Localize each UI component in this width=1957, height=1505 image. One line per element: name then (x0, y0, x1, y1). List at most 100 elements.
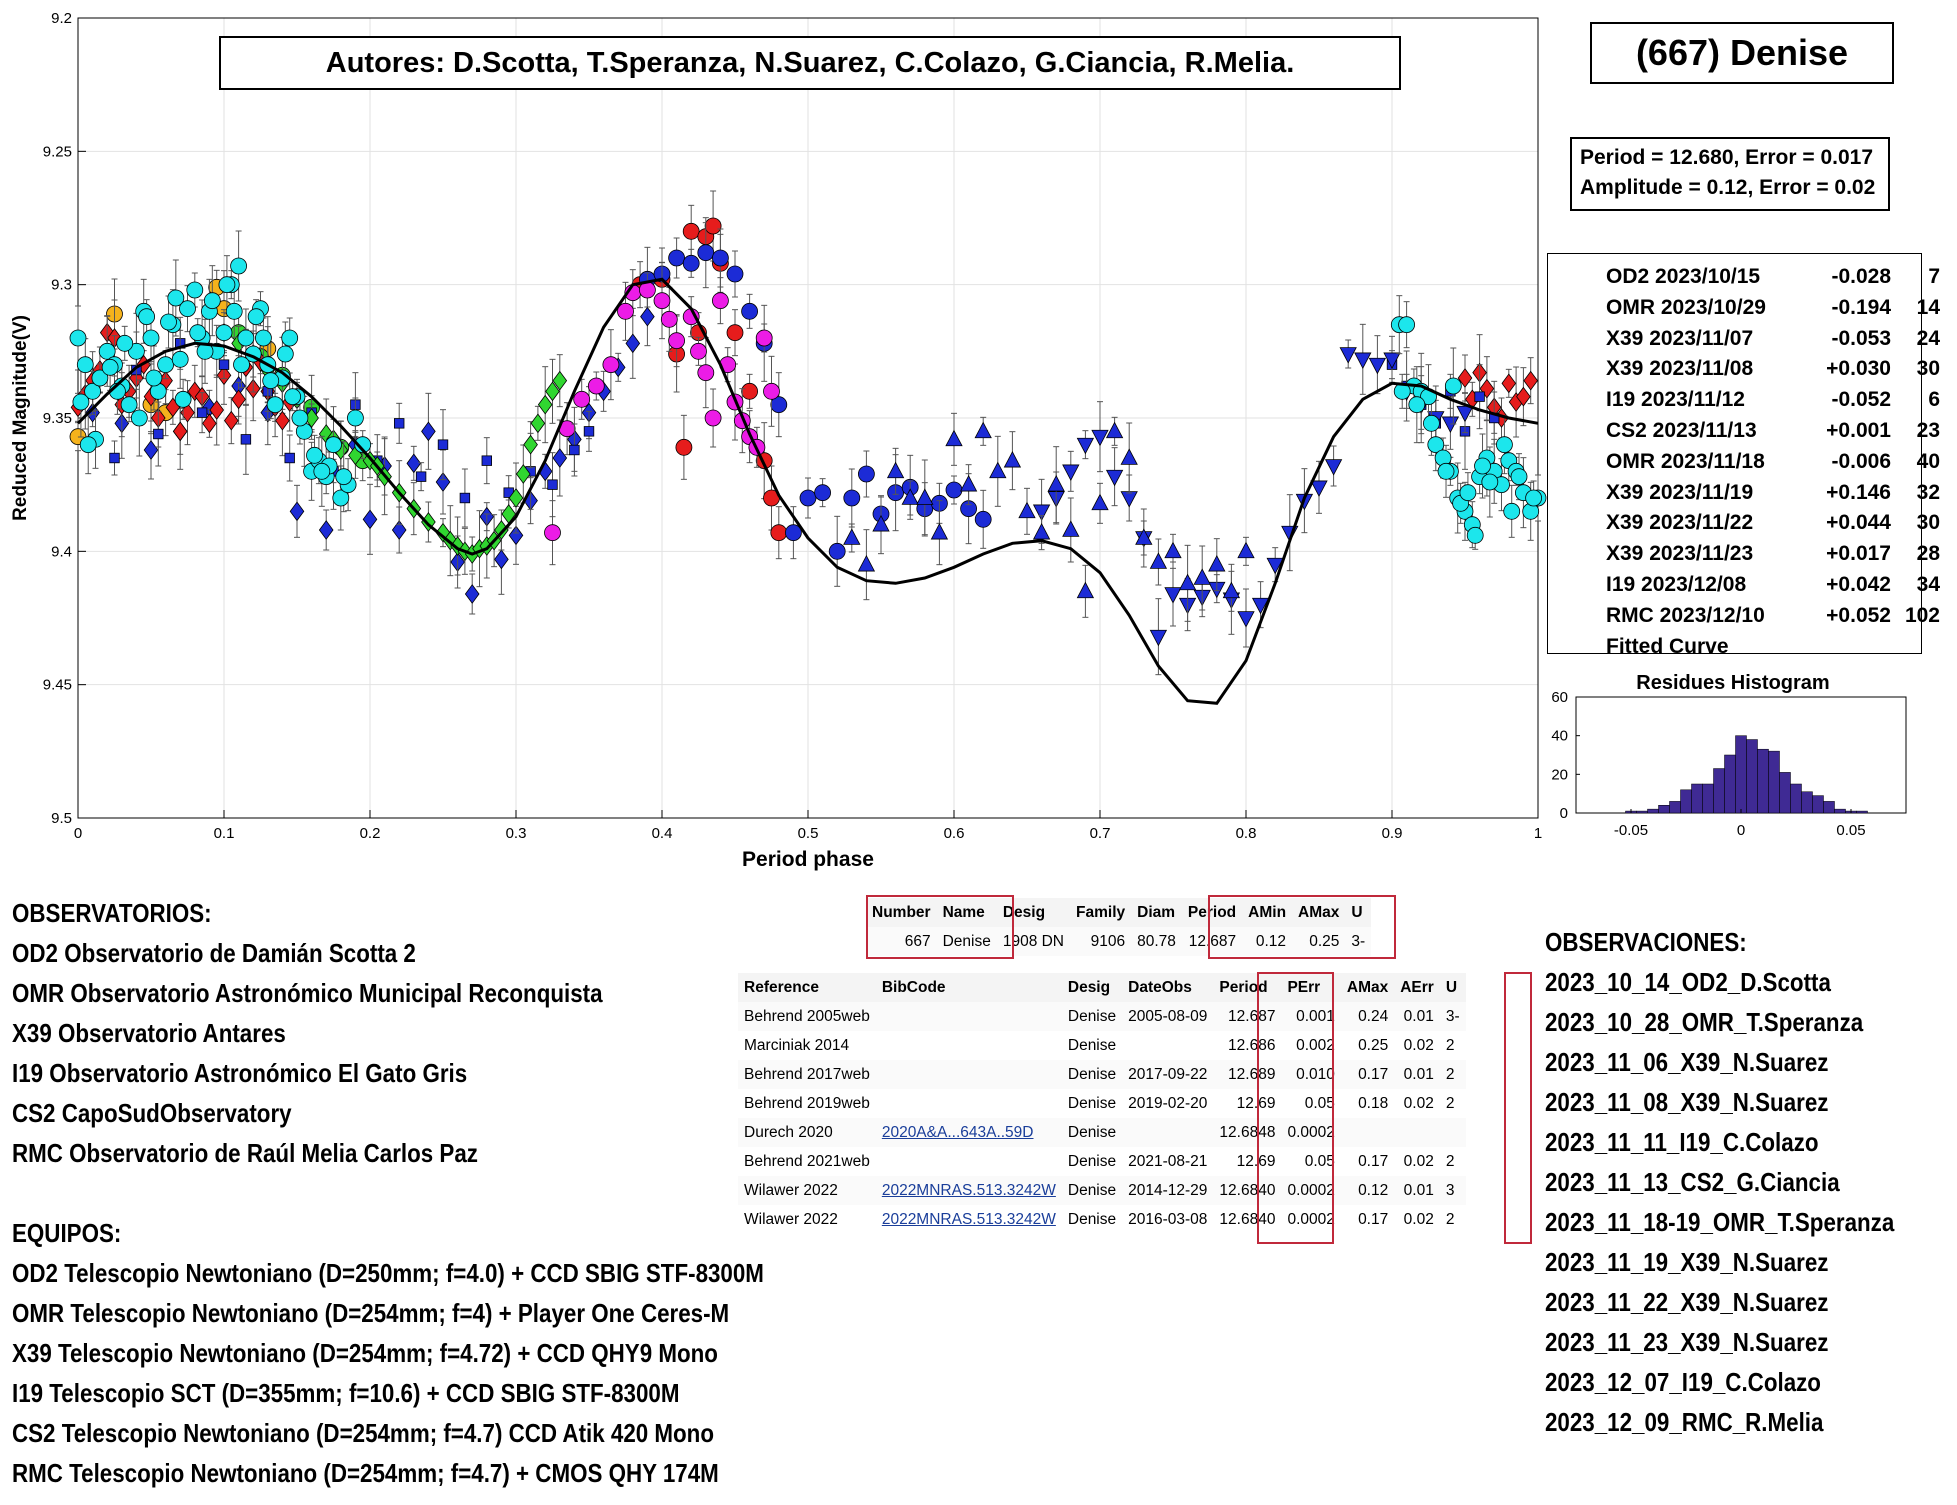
data-point (660, 310, 678, 328)
histogram-bar (1691, 783, 1703, 814)
data-point (516, 464, 531, 484)
ref-cell (876, 1031, 1062, 1060)
data-point (573, 390, 591, 408)
legend-offset: +0.042 (1826, 573, 1891, 596)
ref-cell: Denise (1067, 1036, 1117, 1054)
ref-cell: Behrend 2019web (744, 1094, 870, 1112)
ref-cell (876, 1089, 1062, 1118)
data-point (741, 382, 758, 400)
data-point (945, 481, 963, 499)
data-point (544, 524, 561, 542)
observaciones-item: 2023_12_09_RMC_R.Melia (1545, 1407, 1824, 1437)
observaciones-item: 2023_11_11_I19_C.Colazo (1545, 1127, 1819, 1157)
data-point (1178, 573, 1197, 591)
legend-offset: +0.001 (1826, 419, 1891, 442)
ref-cell: 0.01 (1394, 1002, 1440, 1031)
histogram-x-tick-label: 0.05 (1836, 822, 1865, 839)
legend-count: 102 (1904, 603, 1940, 627)
data-point (989, 461, 1007, 479)
observaciones-title: OBSERVACIONES: (1545, 927, 1747, 957)
data-point (189, 324, 207, 342)
data-point (530, 413, 546, 434)
data-point (1149, 552, 1168, 569)
data-point (91, 369, 109, 387)
legend-offset: -0.006 (1831, 449, 1891, 473)
observaciones-item: 2023_12_07_I19_C.Colazo (1545, 1367, 1821, 1397)
legend-entry: OMR 2023/11/18 -0.006 40 (1548, 447, 1940, 477)
ref-cell: 12.6848 (1213, 1118, 1282, 1147)
legend-count: 6 (1928, 388, 1940, 412)
ref-cell: 12.69 (1236, 1152, 1276, 1170)
ref-cell: 0.02 (1403, 1036, 1434, 1054)
data-point (1251, 597, 1270, 615)
data-point (1164, 587, 1182, 604)
data-point (203, 292, 221, 310)
data-point (179, 300, 196, 318)
data-point (569, 444, 580, 456)
data-point (76, 356, 94, 374)
bibcode-link[interactable]: 2020A&A...643A..59D (881, 1123, 1034, 1141)
legend-count: 34 (1916, 573, 1940, 596)
y-tick-label: 9.35 (43, 410, 72, 427)
data-point (459, 492, 471, 504)
summary-cell: 0.12 (1242, 927, 1293, 956)
equipos-item: OD2 Telescopio Newtoniano (D=250mm; f=4.… (12, 1258, 764, 1288)
legend-label: X39 2023/11/19 (1606, 480, 1754, 504)
legend-offset: +0.030 (1826, 357, 1891, 381)
data-point (828, 542, 846, 560)
data-point (974, 510, 992, 528)
data-point (481, 455, 493, 466)
equipos-item: I19 Telescopio SCT (D=355mm; f=10.6) + C… (12, 1378, 680, 1408)
data-point (230, 257, 248, 275)
data-point (1408, 396, 1426, 414)
data-point (186, 281, 204, 299)
data-point (1018, 501, 1036, 519)
legend-label: OMR 2023/11/18 (1606, 449, 1765, 473)
ref-cell: Behrend 2017web (738, 1060, 876, 1089)
data-point (209, 400, 224, 420)
ref-cell (1439, 1118, 1466, 1147)
data-point (145, 369, 163, 387)
data-point (415, 471, 427, 482)
data-point (79, 436, 97, 454)
data-point (1383, 352, 1401, 369)
data-point (1459, 484, 1477, 502)
x-tick-label: 0.7 (1090, 825, 1111, 842)
bibcode-link[interactable]: 2022MNRAS.513.3242W (881, 1210, 1056, 1228)
ref-header-cell: BibCode (875, 973, 1062, 1002)
ref-cell: 2 (1439, 1060, 1466, 1089)
data-point (332, 489, 350, 507)
data-point (1516, 386, 1531, 407)
ref-cell (1122, 1031, 1213, 1060)
data-point (1222, 581, 1241, 599)
ref-cell (875, 1002, 1062, 1031)
histogram-y-tick-label: 60 (1551, 689, 1568, 706)
histogram-bar (1680, 789, 1692, 814)
table-row: Marciniak 2014 Denise 12.686 0.002 0.25 0.02 2 (738, 1031, 1466, 1060)
data-point (770, 524, 788, 542)
data-point (785, 524, 802, 542)
data-point (1501, 373, 1517, 394)
data-point (1091, 493, 1109, 511)
data-point (1437, 462, 1455, 480)
data-point (653, 292, 671, 310)
legend-label: Fitted Curve (1606, 634, 1729, 658)
legend-entry: OD2 2023/10/15 -0.028 7 (1548, 262, 1940, 292)
object-title: (667) Denise (1635, 32, 1849, 73)
y-axis-label: Reduced Magnitude(V) (10, 315, 31, 521)
data-point (1149, 629, 1168, 647)
data-point (770, 396, 788, 414)
bibcode-link[interactable]: 2022MNRAS.513.3242W (881, 1181, 1056, 1199)
data-point (508, 488, 524, 508)
ref-cell: Denise (1061, 1060, 1123, 1089)
ref-cell: Behrend 2005web (738, 1002, 876, 1031)
legend-count: 28 (1916, 542, 1940, 566)
histogram-bar (1856, 810, 1868, 814)
ref-cell: Marciniak 2014 (744, 1036, 850, 1054)
data-point (116, 334, 134, 352)
lightcurve-plot: 0 0.1 0.2 0.3 0.4 0.5 0.6 0.7 0.8 0.9 1 9.2 9.25 9.3 9… (10, 10, 1547, 871)
bibcode-cell: 2022MNRAS.513.3242W (875, 1176, 1062, 1205)
table-row: Behrend 2021web Denise 2021-08-21 12.69 0.05… (738, 1147, 1466, 1176)
data-point (523, 434, 538, 455)
legend-count: 32 (1916, 480, 1940, 504)
